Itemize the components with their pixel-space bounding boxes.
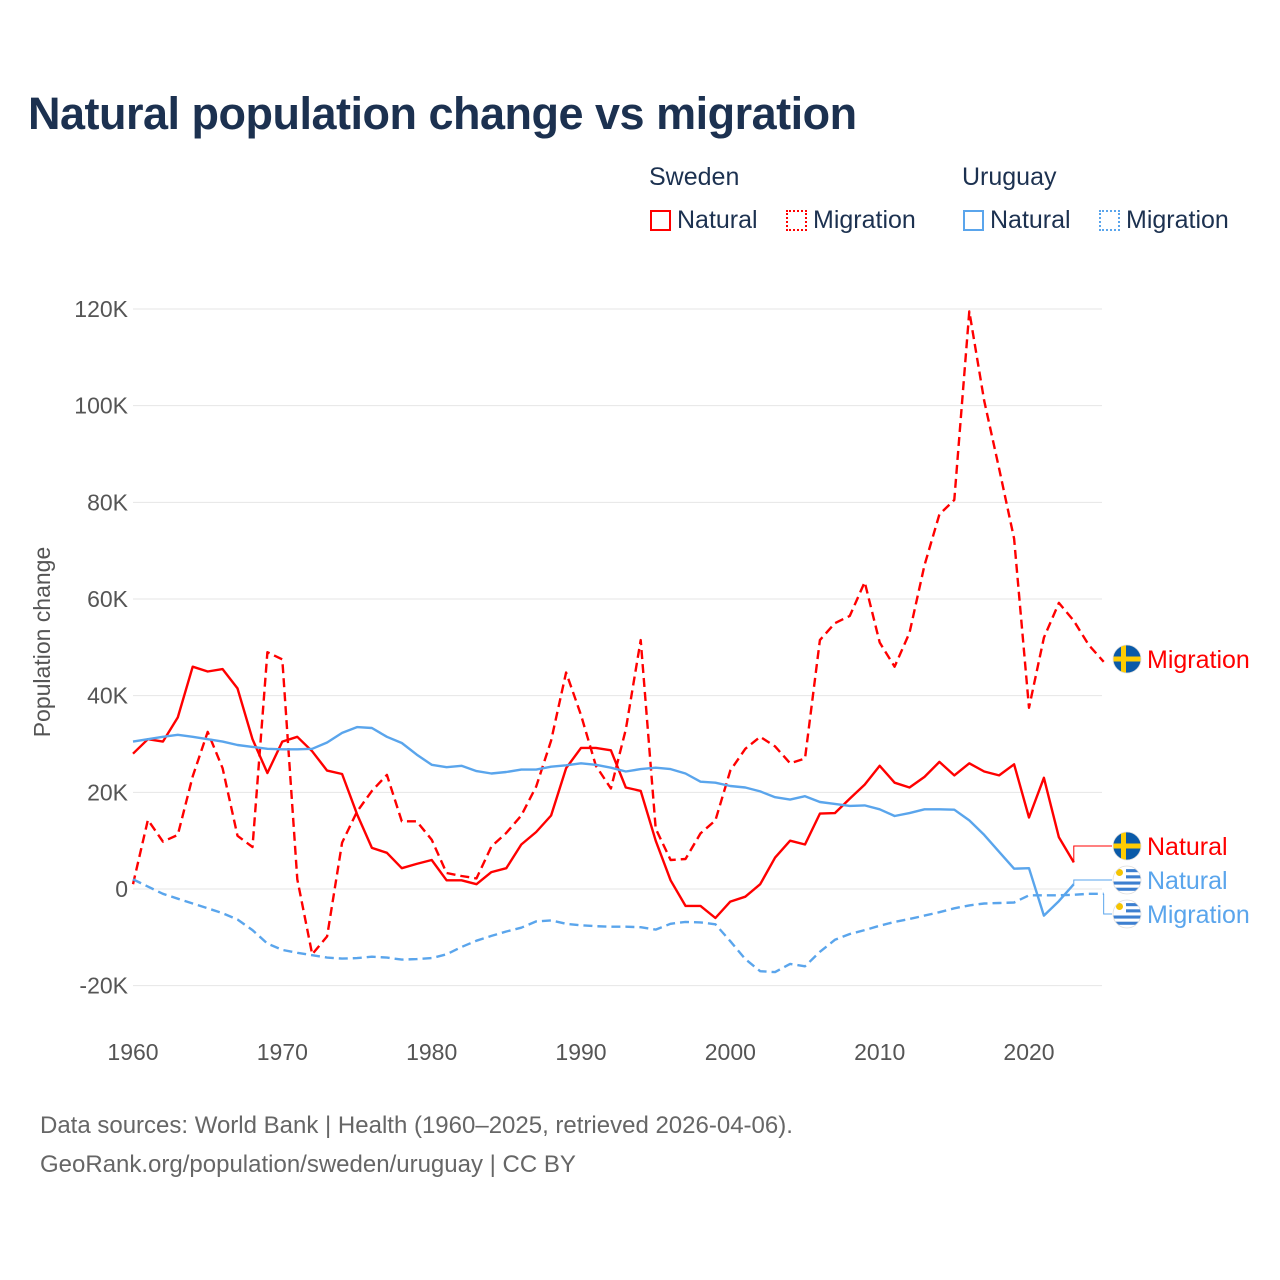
dotted-swatch-icon: [786, 210, 807, 231]
y-tick-label: 80K: [87, 489, 129, 515]
series-line-sweden-migration[interactable]: [131, 310, 1105, 956]
chart-title: Natural population change vs migration: [28, 88, 857, 139]
legend-uruguay-migration[interactable]: Migration: [1099, 206, 1229, 235]
y-tick-label: 0: [115, 876, 128, 902]
x-tick-label: 1980: [406, 1039, 457, 1065]
footer-sources: Data sources: World Bank | Health (1960–…: [40, 1112, 793, 1139]
x-tick-label: 1990: [555, 1039, 606, 1065]
y-tick-label: 120K: [74, 296, 128, 322]
legend-uruguay-natural[interactable]: Natural: [963, 206, 1071, 235]
legend-group-sweden: Sweden: [649, 163, 740, 191]
x-tick-label: 2000: [705, 1039, 756, 1065]
y-tick-label: 40K: [87, 683, 129, 709]
x-tick-label: 1960: [107, 1039, 158, 1065]
x-tick-label: 1970: [257, 1039, 308, 1065]
x-tick-label: 2020: [1003, 1039, 1054, 1065]
series-line-sweden-natural[interactable]: [132, 665, 1075, 920]
y-axis-label: Population change: [29, 547, 55, 738]
footer: Data sources: World Bank | Health (1960–…: [40, 1106, 793, 1184]
footer-attribution[interactable]: GeoRank.org/population/sweden/uruguay | …: [40, 1151, 576, 1178]
end-label: Natural: [1147, 833, 1228, 861]
label-connector: [1073, 879, 1112, 885]
end-label: Natural: [1147, 867, 1228, 895]
y-tick-label: 60K: [87, 586, 129, 612]
uruguay-flag-icon: [1112, 899, 1142, 929]
solid-swatch-icon: [650, 210, 671, 231]
label-connector: [1103, 893, 1112, 915]
legend-sweden-migration[interactable]: Migration: [786, 206, 916, 235]
legend-group-uruguay: Uruguay: [962, 163, 1057, 191]
end-label: Migration: [1147, 646, 1250, 674]
y-tick-label: 100K: [74, 393, 128, 419]
y-tick-label: -20K: [79, 973, 128, 999]
sweden-flag-icon: [1112, 831, 1142, 861]
legend-sweden-natural[interactable]: Natural: [650, 206, 758, 235]
dotted-swatch-icon: [1099, 210, 1120, 231]
series-line-uruguay-migration[interactable]: [132, 878, 1104, 974]
legend-label: Migration: [813, 206, 916, 234]
legend-label: Migration: [1126, 206, 1229, 234]
y-tick-label: 20K: [87, 779, 129, 805]
x-tick-label: 2010: [854, 1039, 905, 1065]
legend-label: Natural: [990, 206, 1071, 234]
series-line-uruguay-natural[interactable]: [132, 725, 1075, 917]
label-connector: [1073, 845, 1112, 863]
end-label: Migration: [1147, 901, 1250, 929]
legend-label: Natural: [677, 206, 758, 234]
uruguay-flag-icon: [1112, 865, 1142, 895]
solid-swatch-icon: [963, 210, 984, 231]
sweden-flag-icon: [1112, 644, 1142, 674]
